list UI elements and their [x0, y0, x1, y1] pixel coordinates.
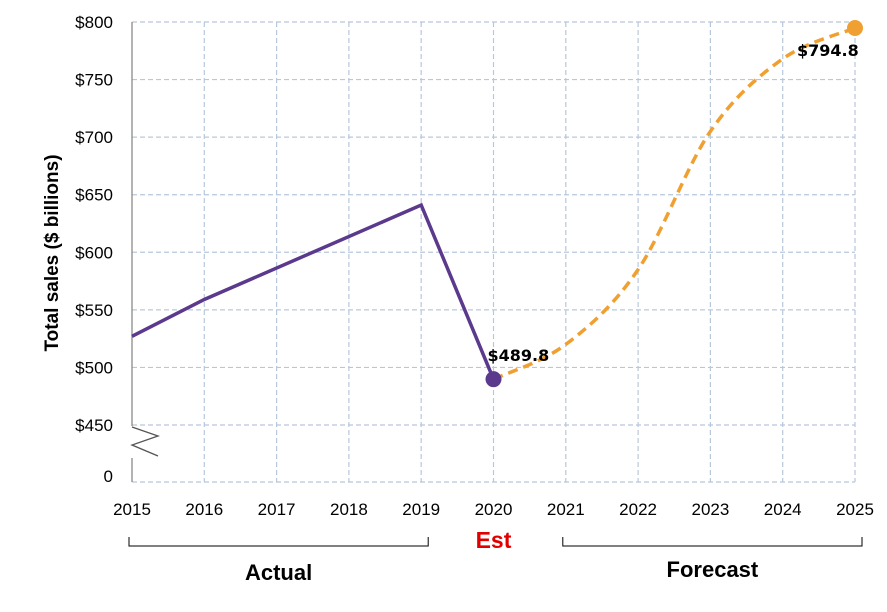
grid-lines: [132, 21, 856, 483]
y-tick-label: $650: [75, 186, 113, 205]
y-axis-label: Total sales ($ billions): [42, 154, 63, 351]
x-tick-labels: 2015 2016 2017 2018 2019 2020 2021 2022 2023 2024…: [113, 500, 874, 519]
estimate-label: Est: [476, 527, 512, 553]
x-tick-label: 2023: [691, 500, 729, 519]
x-tick-label: 2019: [402, 500, 440, 519]
axis-break-mark: [130, 426, 160, 457]
x-tick-label: 2025: [836, 500, 874, 519]
period-brackets: Actual Est Forecast: [128, 527, 863, 585]
y-tick-label: $600: [75, 243, 113, 262]
y-tick-label: $450: [75, 416, 113, 435]
x-tick-label: 2024: [764, 500, 802, 519]
x-tick-label: 2022: [619, 500, 657, 519]
data-point-marker: [485, 371, 502, 388]
data-labels: $489.8 $794.8: [488, 41, 859, 365]
group-label-actual: Actual: [245, 560, 312, 585]
x-tick-label: 2017: [258, 500, 296, 519]
y-tick-label-zero: 0: [104, 467, 113, 486]
bracket-actual: [128, 537, 429, 547]
x-tick-label: 2018: [330, 500, 368, 519]
data-label: $489.8: [488, 346, 550, 365]
x-tick-label: 2016: [185, 500, 223, 519]
series-line-forecast: [492, 26, 856, 381]
y-tick-label: $500: [75, 358, 113, 377]
axis-break-gap: [126, 426, 140, 458]
group-label-forecast: Forecast: [667, 557, 759, 582]
y-tick-label: $550: [75, 301, 113, 320]
series-line-actual: [131, 202, 496, 380]
bracket-forecast: [562, 537, 863, 547]
x-tick-label: 2015: [113, 500, 151, 519]
y-tick-label: $700: [75, 128, 113, 147]
x-tick-label: 2021: [547, 500, 585, 519]
x-tick-label: 2020: [475, 500, 513, 519]
data-series: [131, 19, 863, 388]
axes: [126, 22, 160, 482]
y-tick-label: $750: [75, 71, 113, 90]
data-point-marker: [847, 19, 863, 36]
y-tick-label: $800: [75, 13, 113, 32]
data-label: $794.8: [797, 41, 859, 60]
y-tick-labels: $450 $500 $550 $600 $650 $700 $750 $800 0: [75, 13, 113, 486]
